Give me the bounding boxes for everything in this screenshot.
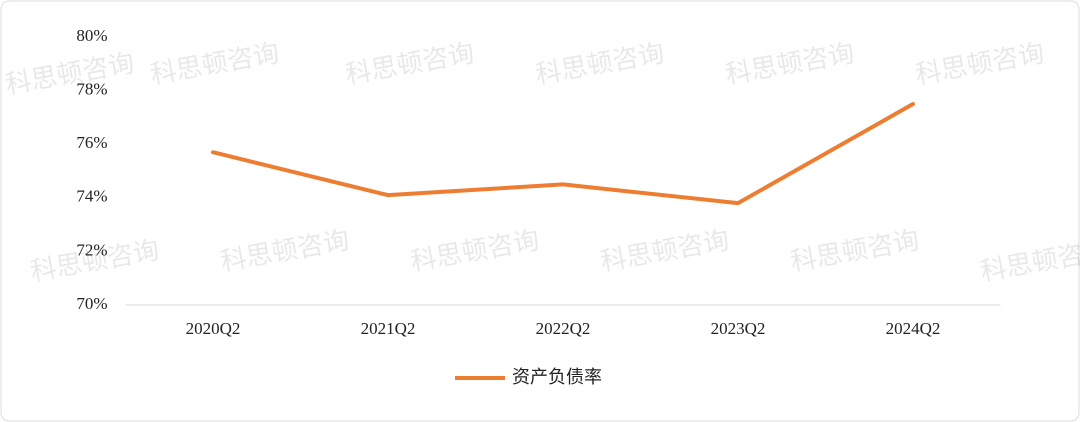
x-tick-label: 2020Q2 <box>186 319 241 338</box>
y-tick-label: 72% <box>76 240 107 259</box>
y-tick-label: 70% <box>76 294 107 313</box>
x-tick-label: 2024Q2 <box>886 319 941 338</box>
x-tick-label: 2022Q2 <box>536 319 591 338</box>
x-tick-label: 2021Q2 <box>361 319 416 338</box>
y-tick-label: 80% <box>76 26 107 45</box>
x-tick-label: 2023Q2 <box>711 319 766 338</box>
y-tick-label: 76% <box>76 133 107 152</box>
series-line <box>211 102 915 206</box>
y-tick-label: 78% <box>76 80 107 99</box>
legend-label: 资产负债率 <box>512 367 602 388</box>
y-tick-label: 74% <box>76 187 107 206</box>
